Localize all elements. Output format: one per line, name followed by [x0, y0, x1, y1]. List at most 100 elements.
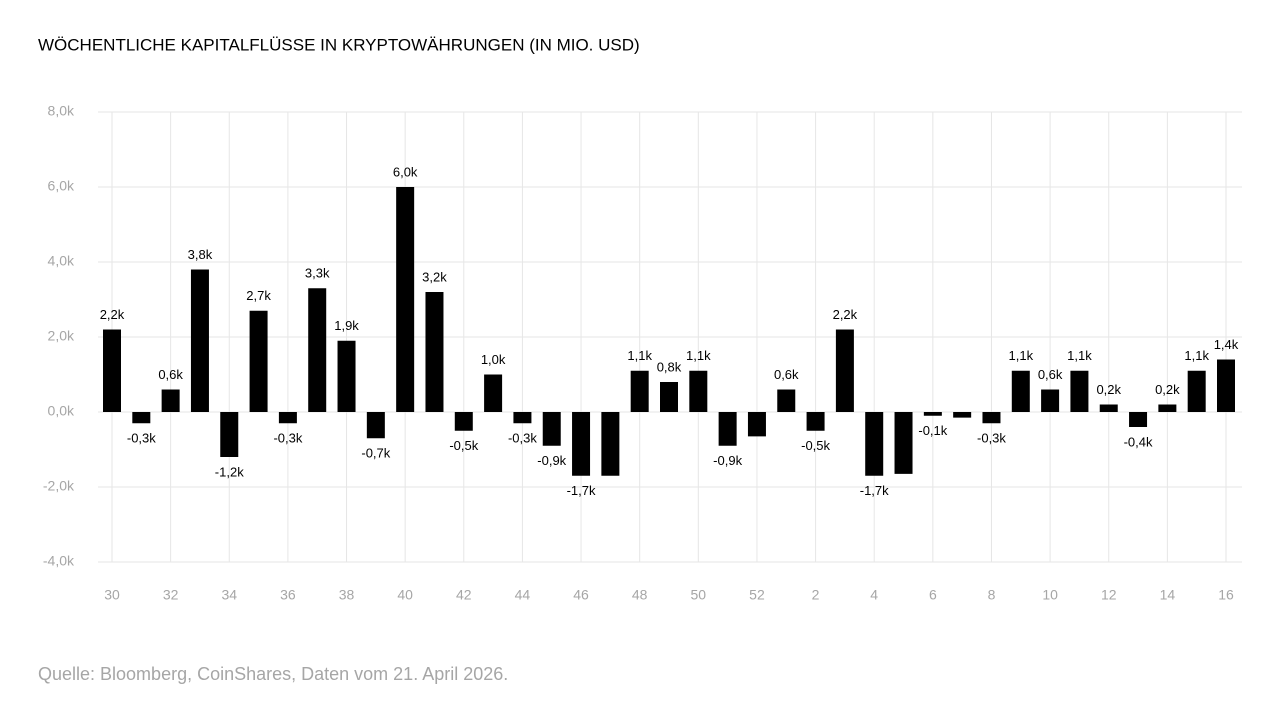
bar — [132, 412, 151, 424]
x-tick-label: 32 — [163, 587, 179, 603]
bar — [484, 374, 503, 412]
bar — [601, 412, 620, 476]
bar — [747, 412, 766, 437]
value-label: -0,3k — [508, 431, 537, 446]
value-label: -0,5k — [449, 438, 478, 453]
x-tick-label: 2 — [812, 587, 820, 603]
value-label: 2,2k — [100, 307, 125, 322]
value-label: -0,9k — [713, 453, 742, 468]
bar — [982, 412, 1001, 424]
bar — [278, 412, 297, 424]
value-label: -0,7k — [361, 446, 390, 461]
value-label: 0,6k — [774, 367, 799, 382]
value-label: -1,7k — [567, 483, 596, 498]
value-label: 3,3k — [305, 266, 330, 281]
bar — [1041, 389, 1060, 412]
x-tick-label: 30 — [104, 587, 120, 603]
value-label: 1,1k — [1184, 348, 1209, 363]
bar — [1129, 412, 1148, 427]
bar — [1011, 370, 1030, 412]
bar — [835, 329, 854, 412]
x-tick-label: 40 — [397, 587, 413, 603]
x-tick-label: 52 — [749, 587, 765, 603]
bar — [777, 389, 796, 412]
bar — [103, 329, 121, 412]
value-label: 0,2k — [1096, 382, 1121, 397]
bar — [454, 412, 473, 431]
value-label: 0,6k — [1038, 367, 1063, 382]
value-label: 1,1k — [627, 348, 652, 363]
y-tick-label: 6,0k — [48, 178, 75, 194]
bar — [249, 310, 268, 412]
bar — [1070, 370, 1089, 412]
value-label: -0,1k — [918, 423, 947, 438]
bar — [806, 412, 825, 431]
bar — [953, 412, 972, 418]
x-tick-label: 6 — [929, 587, 937, 603]
bar — [396, 187, 415, 412]
bar — [190, 269, 209, 412]
bar — [1158, 404, 1177, 412]
bar — [1187, 370, 1206, 412]
value-label: 3,8k — [188, 247, 213, 262]
bar — [718, 412, 737, 446]
bar — [923, 412, 942, 416]
x-tick-label: 16 — [1218, 587, 1234, 603]
value-label: 3,2k — [422, 269, 447, 284]
value-label: 1,0k — [481, 352, 506, 367]
bar — [572, 412, 591, 476]
y-tick-label: 8,0k — [48, 103, 75, 119]
x-tick-label: 36 — [280, 587, 296, 603]
value-label: 1,1k — [1009, 348, 1034, 363]
value-label: -0,9k — [537, 453, 566, 468]
bar — [308, 288, 327, 412]
value-label: 1,1k — [1067, 348, 1092, 363]
x-tick-label: 44 — [515, 587, 531, 603]
x-tick-label: 50 — [691, 587, 707, 603]
x-tick-label: 48 — [632, 587, 648, 603]
y-tick-label: 2,0k — [48, 328, 75, 344]
bar — [425, 292, 444, 412]
bar — [689, 370, 708, 412]
bar — [337, 340, 356, 412]
value-label: -1,2k — [215, 464, 244, 479]
bar — [366, 412, 385, 439]
value-label: -0,3k — [127, 431, 156, 446]
x-tick-label: 38 — [339, 587, 355, 603]
bar — [865, 412, 884, 476]
bar — [1099, 404, 1118, 412]
bar — [1217, 359, 1235, 412]
source-note: Quelle: Bloomberg, CoinShares, Daten vom… — [38, 664, 508, 684]
x-tick-label: 4 — [870, 587, 878, 603]
x-tick-label: 12 — [1101, 587, 1117, 603]
bar — [161, 389, 180, 412]
x-tick-label: 10 — [1042, 587, 1058, 603]
value-label: 0,8k — [657, 359, 682, 374]
x-tick-label: 34 — [221, 587, 237, 603]
value-label: -0,3k — [977, 431, 1006, 446]
bar — [542, 412, 561, 446]
value-label: 1,4k — [1214, 337, 1239, 352]
bar — [220, 412, 239, 457]
value-label: -1,7k — [860, 483, 889, 498]
x-tick-label: 8 — [988, 587, 996, 603]
x-tick-label: 46 — [573, 587, 589, 603]
y-tick-label: -2,0k — [43, 478, 75, 494]
y-tick-label: -4,0k — [43, 553, 75, 569]
y-tick-label: 4,0k — [48, 253, 75, 269]
value-label: 2,7k — [246, 288, 271, 303]
value-label: 0,2k — [1155, 382, 1180, 397]
chart-title: WÖCHENTLICHE KAPITALFLÜSSE IN KRYPTOWÄHR… — [38, 35, 640, 54]
value-label: 1,1k — [686, 348, 711, 363]
value-label: 2,2k — [833, 307, 858, 322]
value-label: 0,6k — [158, 367, 183, 382]
x-tick-label: 42 — [456, 587, 472, 603]
bar — [630, 370, 649, 412]
value-label: 6,0k — [393, 164, 418, 179]
x-tick-label: 14 — [1160, 587, 1176, 603]
y-tick-label: 0,0k — [48, 403, 75, 419]
value-label: 1,9k — [334, 318, 359, 333]
bar — [513, 412, 532, 424]
